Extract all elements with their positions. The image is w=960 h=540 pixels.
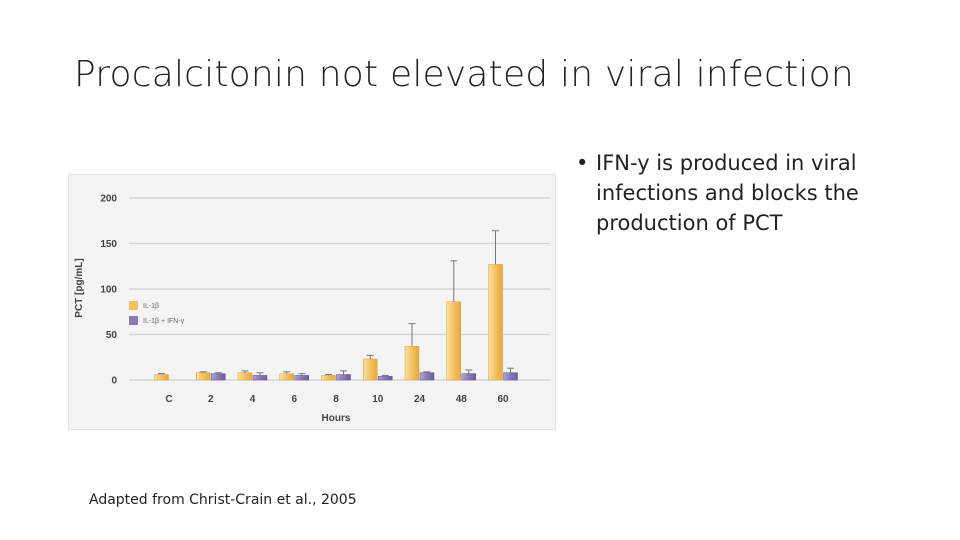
x-axis-label: Hours: [322, 413, 351, 424]
bar: [363, 358, 378, 381]
bar: [446, 301, 461, 381]
bullet-text: IFN-y is produced in viral infections an…: [596, 151, 859, 235]
bar: [419, 372, 435, 381]
bar: [378, 376, 393, 381]
source-caption: Adapted from Christ-Crain et al., 2005: [89, 492, 357, 508]
bar: [294, 375, 309, 381]
x-tick-label: 48: [456, 394, 468, 405]
bar: [154, 374, 169, 381]
bar: [211, 373, 226, 381]
pct-bar-chart: 0 50 100 150 200 PCT [pg/mL] Hours C 2 4 6 8 10 24 48 6…: [68, 174, 556, 430]
x-tick-label: C: [165, 394, 172, 405]
x-tick-label: 6: [291, 394, 297, 405]
y-tick-label: 0: [111, 376, 117, 387]
bar: [503, 372, 518, 381]
bar: [461, 373, 476, 381]
x-tick-label: 24: [414, 394, 426, 405]
y-tick-label: 150: [100, 239, 117, 250]
bullet-list: • IFN-y is produced in viral infections …: [576, 148, 946, 238]
y-tick-label: 50: [106, 330, 118, 341]
legend-swatch: [129, 301, 138, 310]
bar: [252, 375, 268, 381]
x-tick-label: 4: [250, 394, 256, 405]
bar: [237, 372, 253, 381]
bar: [336, 374, 351, 381]
legend-swatch: [129, 316, 138, 325]
y-axis-label: PCT [pg/mL]: [74, 258, 85, 317]
legend-label: IL-1β + IFN-γ: [143, 318, 185, 325]
bar: [321, 375, 336, 381]
bar: [404, 346, 420, 381]
bullet-item: • IFN-y is produced in viral infections …: [576, 148, 946, 238]
bar: [279, 373, 294, 381]
bar: [488, 264, 503, 381]
legend-label: IL-1β: [143, 303, 159, 310]
x-tick-label: 10: [372, 394, 384, 405]
bar: [196, 372, 211, 381]
bullet-marker: •: [576, 151, 589, 175]
y-tick-label: 200: [100, 194, 117, 205]
x-tick-label: 2: [208, 394, 214, 405]
slide-title: Procalcitonin not elevated in viral infe…: [74, 54, 854, 95]
x-tick-label: 8: [333, 394, 339, 405]
y-tick-label: 100: [100, 285, 117, 296]
x-tick-label: 60: [497, 394, 509, 405]
